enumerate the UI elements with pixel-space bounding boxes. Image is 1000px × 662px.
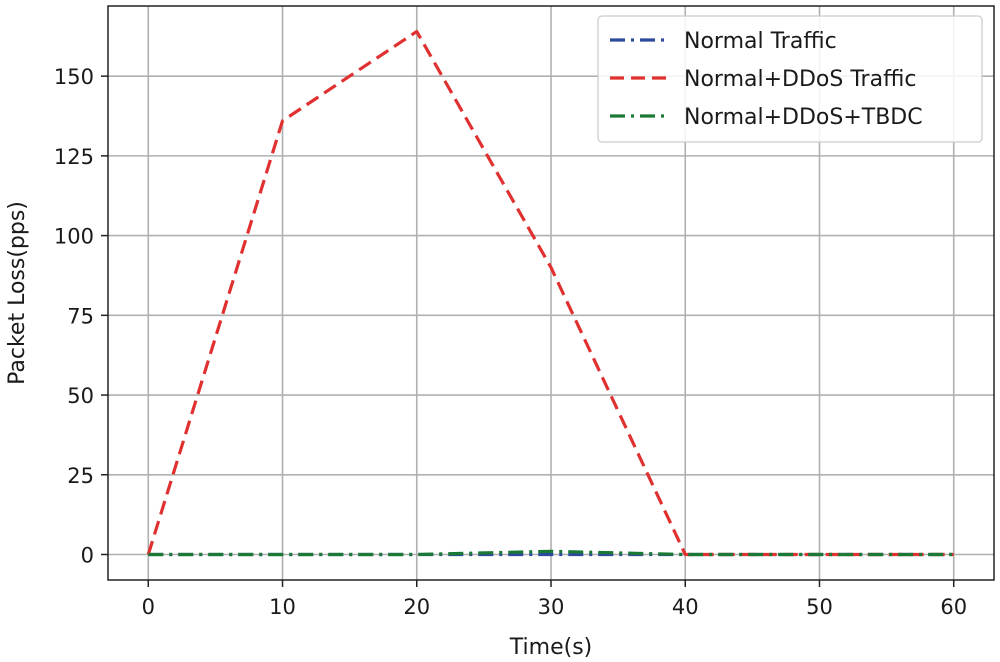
x-tick-label: 50 <box>806 595 833 619</box>
y-tick-label: 100 <box>54 225 94 249</box>
legend-label: Normal+DDoS+TBDC <box>684 105 923 130</box>
y-tick-label: 50 <box>67 384 94 408</box>
x-tick-label: 20 <box>403 595 430 619</box>
x-axis-label: Time(s) <box>509 635 592 660</box>
plot-frame <box>107 5 995 581</box>
x-tick-label: 60 <box>940 595 967 619</box>
legend: Normal Traffic Normal+DDoS Traffic Normal+… <box>597 15 983 143</box>
series-line-3 <box>148 549 954 557</box>
x-tick-label: 0 <box>142 595 155 619</box>
x-tick-label: 10 <box>269 595 296 619</box>
x-axis-ticks: 0 10 20 30 40 50 60 <box>142 580 967 619</box>
y-tick-label: 150 <box>54 65 94 89</box>
y-axis-label: Packet Loss(pps) <box>5 201 30 385</box>
legend-label: Normal Traffic <box>684 29 837 54</box>
grid <box>108 6 994 580</box>
y-tick-label: 25 <box>67 464 94 488</box>
legend-label: Normal+DDoS Traffic <box>684 67 916 92</box>
x-tick-label: 40 <box>672 595 699 619</box>
series-line-2 <box>146 29 954 557</box>
legend-box <box>597 15 983 143</box>
y-axis-ticks: 0 25 50 75 100 125 150 <box>54 65 108 567</box>
y-tick-label: 125 <box>54 145 94 169</box>
y-tick-label: 0 <box>81 543 94 567</box>
series-lines <box>146 29 954 557</box>
x-tick-label: 30 <box>538 595 565 619</box>
y-tick-label: 75 <box>67 304 94 328</box>
